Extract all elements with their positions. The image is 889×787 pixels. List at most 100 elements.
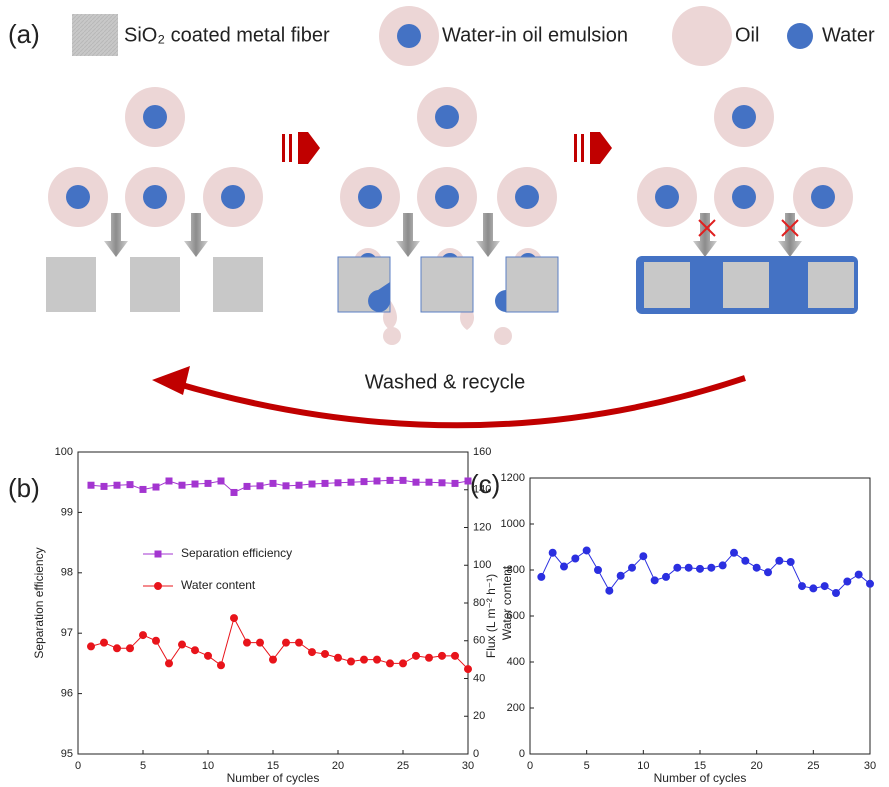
data-point (594, 566, 602, 574)
x-tick-label: 20 (751, 760, 763, 772)
data-point (464, 477, 472, 485)
y2-tick-label: 120 (473, 521, 491, 533)
y2-tick-label: 100 (473, 559, 491, 571)
data-point (820, 582, 829, 591)
water-droplet (732, 105, 756, 129)
data-point (373, 477, 381, 485)
block-mark (698, 219, 716, 237)
data-point (321, 479, 329, 487)
y-tick-label: 96 (61, 688, 73, 700)
data-point (399, 659, 407, 668)
fiber (46, 257, 96, 312)
data-point (386, 659, 394, 668)
data-point (707, 563, 716, 572)
legend-marker (154, 582, 162, 590)
data-point (798, 582, 806, 591)
y-tick-label: 97 (61, 627, 73, 639)
x-tick-label: 15 (694, 760, 706, 772)
data-point (605, 586, 614, 595)
data-point (334, 479, 342, 487)
data-point (243, 482, 251, 490)
flow-arrow (476, 213, 500, 257)
y2-tick-label: 140 (473, 484, 491, 496)
water-droplet (435, 185, 459, 209)
data-point (269, 655, 277, 664)
x-tick-label: 5 (584, 760, 590, 772)
step-arrow (574, 132, 612, 164)
flow-arrow (693, 213, 717, 257)
legend-text: Water-in oil emulsion (442, 24, 628, 46)
water-droplet (435, 105, 459, 129)
data-point (113, 644, 121, 653)
data-point (87, 481, 95, 489)
y-tick-label: 200 (507, 702, 525, 714)
x-tick-label: 30 (864, 760, 876, 772)
data-point (360, 655, 368, 664)
plot-frame (529, 477, 871, 755)
data-point (282, 482, 290, 490)
recycle-arrowhead (152, 366, 190, 395)
data-point (113, 481, 121, 489)
y-axis-label: Flux (L m⁻² h⁻¹) (484, 574, 498, 658)
x-tick-label: 0 (75, 760, 81, 772)
data-point (295, 481, 303, 489)
panel-label: (b) (8, 473, 40, 503)
water-droplet (358, 185, 382, 209)
data-point (639, 552, 648, 561)
water-droplet (143, 185, 167, 209)
data-point (571, 554, 580, 563)
data-point (217, 661, 225, 670)
data-point (582, 546, 591, 555)
water-droplet (811, 185, 835, 209)
data-point (126, 481, 134, 489)
data-point (412, 651, 420, 660)
data-point (165, 659, 173, 668)
y-tick-label: 99 (61, 506, 73, 518)
data-point (191, 646, 199, 655)
data-point (256, 638, 264, 647)
data-point (560, 562, 568, 571)
y2-tick-label: 80 (473, 597, 485, 609)
flow-arrow (778, 213, 802, 257)
legend-emulsion-core (397, 24, 421, 48)
flow-arrow (184, 213, 208, 257)
data-point (347, 478, 355, 486)
data-point (87, 642, 95, 651)
oil-drop (494, 327, 512, 345)
y2-tick-label: 0 (473, 748, 479, 760)
data-point (684, 563, 693, 572)
recycle-arrow (174, 375, 746, 429)
data-point (775, 556, 784, 565)
data-point (425, 478, 433, 486)
data-point (696, 564, 704, 573)
data-point (100, 482, 108, 490)
fiber (213, 257, 263, 312)
legend-oil (672, 6, 732, 66)
fiber (505, 256, 559, 313)
y-tick-label: 1200 (501, 472, 525, 484)
series-line (90, 479, 469, 494)
data-point (295, 638, 303, 647)
data-point (438, 651, 446, 660)
data-point (360, 478, 368, 486)
x-axis-label: Number of cycles (227, 771, 320, 785)
x-tick-label: 25 (397, 760, 409, 772)
x-tick-label: 15 (267, 760, 279, 772)
arrow-label: Washed & recycle (365, 371, 525, 393)
x-tick-label: 0 (527, 760, 533, 772)
data-point (152, 636, 160, 645)
fiber (808, 262, 854, 308)
data-point (412, 478, 420, 486)
data-point (100, 638, 108, 647)
data-point (832, 589, 840, 597)
y-tick-label: 400 (507, 656, 525, 668)
y2-axis-label: Water content (500, 565, 514, 640)
legend-fiber (72, 14, 118, 56)
water-droplet (66, 185, 90, 209)
flow-arrow (104, 213, 128, 257)
water-droplet (221, 185, 245, 209)
data-point (628, 563, 636, 572)
data-point (256, 482, 264, 490)
legend-text: Water (822, 24, 875, 46)
